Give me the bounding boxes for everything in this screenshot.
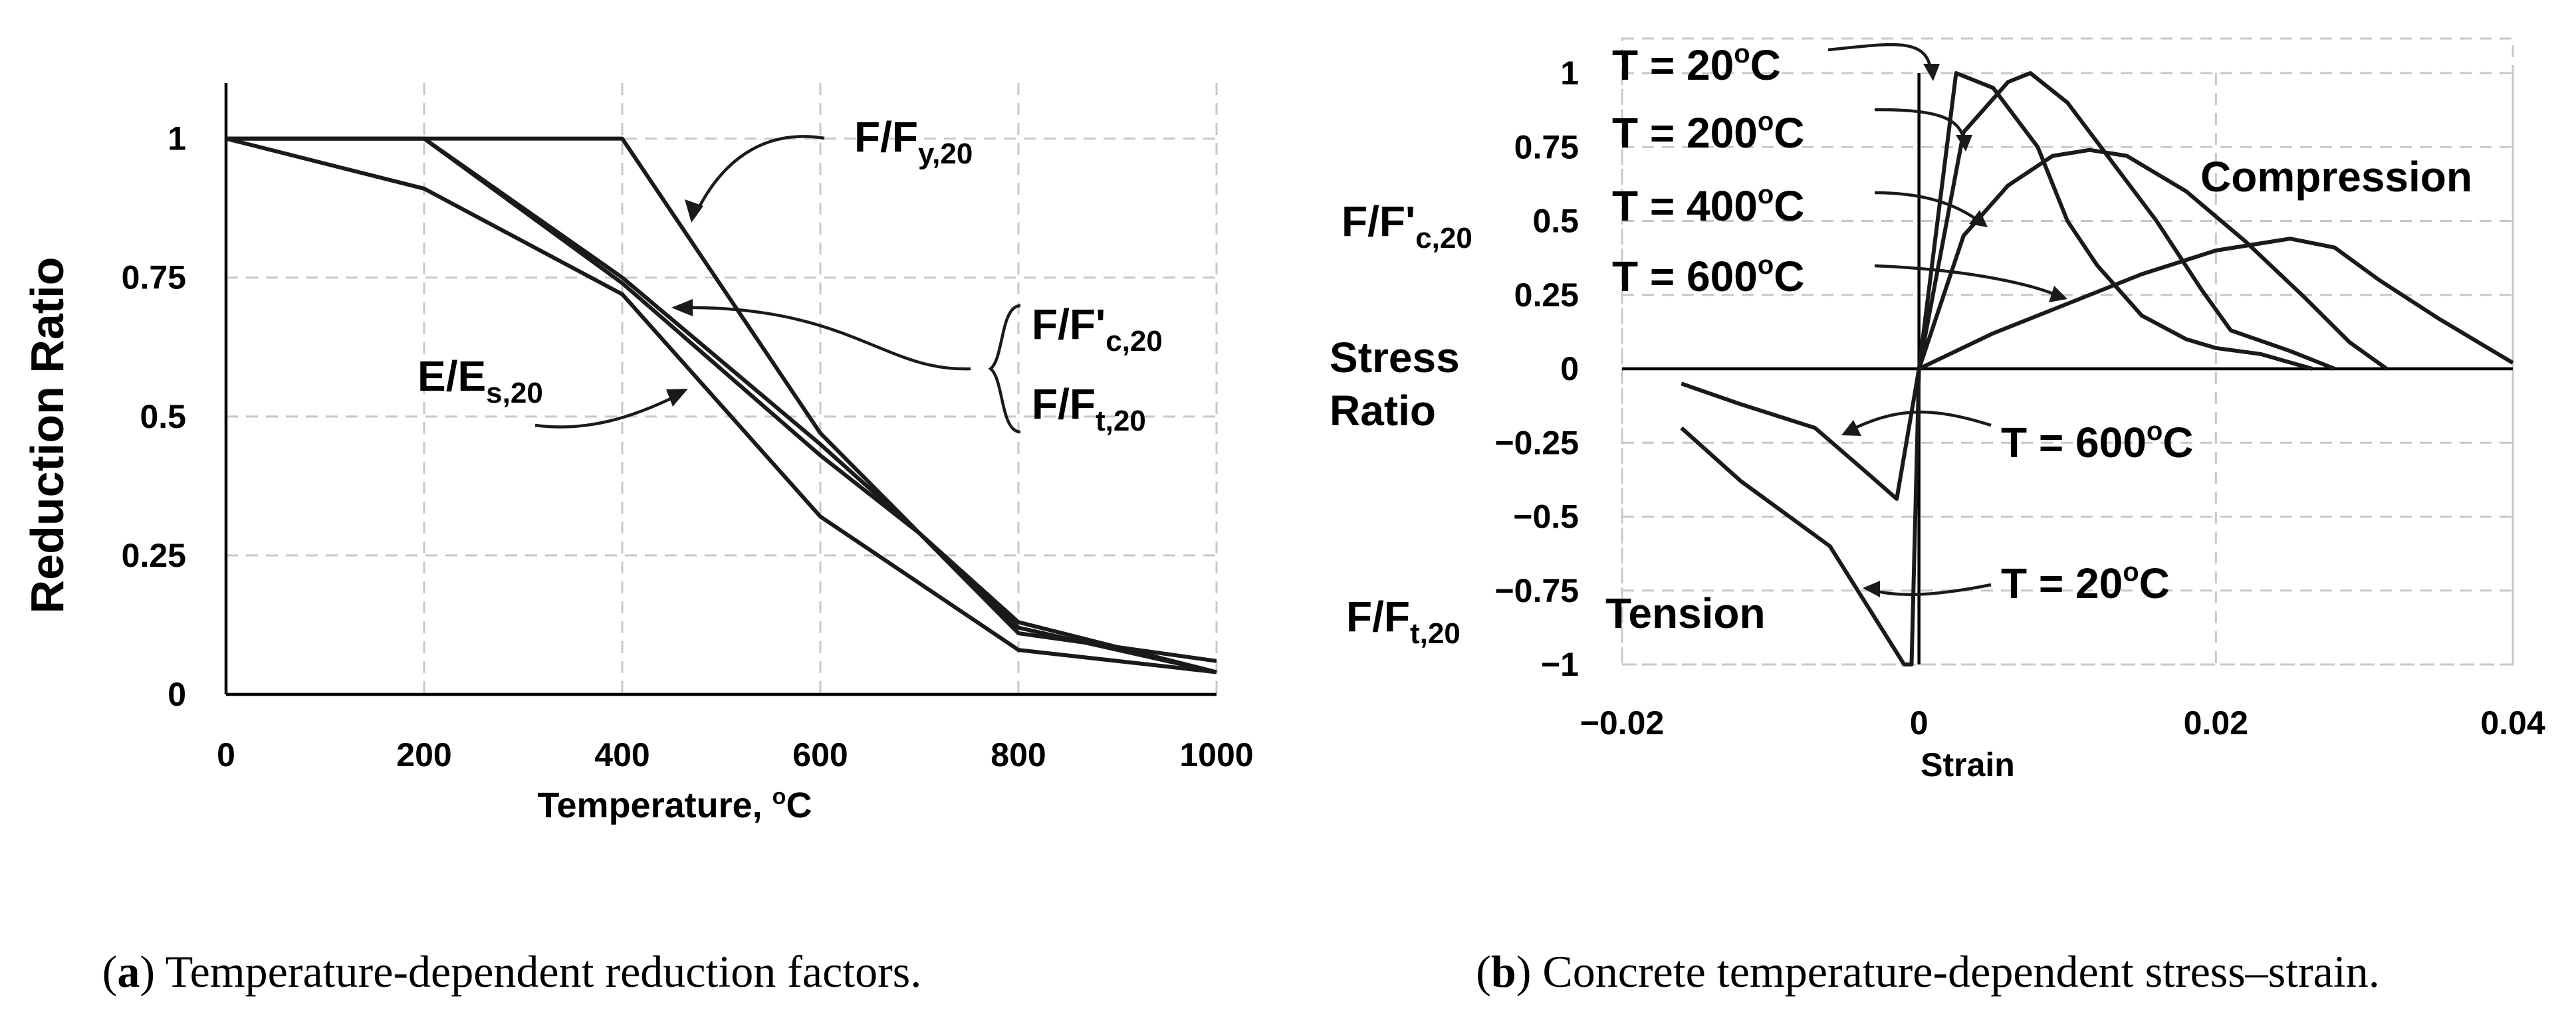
series-line-t-20-c [1917,71,2313,371]
arrowhead-f-fc20 [671,299,693,316]
chart-b-ylabel-ft: F/Ft,20 [1346,593,1461,650]
chart-b-frame [1621,37,2514,666]
arrow-f-fc20 [681,306,971,371]
arrow-t600-tension [1849,410,1992,433]
label-tension: Tension [1605,589,1766,637]
chart-b-series [1680,71,2514,666]
arrow-t600 [1874,264,2060,298]
x-tick-label: 800 [991,736,1046,773]
chart-a-axes [224,83,1217,696]
chart-b-tick-labels: −0.02 0 0.02 0.04 1 0.75 0.5 0.25 0 −0.25 −0.5 −0.7… [1494,54,2545,742]
label-f-fc20: F/F'c,20 [1032,300,1163,357]
y-tick-label: 0 [168,676,186,713]
chart-b-xlabel: Strain [1921,746,2015,783]
chart-b-gridlines [1621,37,2514,666]
label-t400: T = 400oC [1612,180,1804,230]
label-t20-tension: T = 20oC [2001,557,2170,607]
arrow-t20-tension [1871,583,1992,596]
arrowhead-f-fy20 [685,199,703,223]
label-f-ft20: F/Ft,20 [1032,380,1146,437]
arrowhead-t20-tension [1863,581,1880,597]
chart-b-ylabel-fc: F/F'c,20 [1342,197,1472,254]
arrow-t20 [1827,43,1933,74]
y-tick-label: −1 [1541,646,1579,683]
arrowhead-t20 [1923,64,1940,81]
x-tick-label: 0.04 [2480,704,2545,742]
x-tick-label: 0 [217,736,235,773]
x-tick-label: 0.02 [2184,704,2248,742]
arrow-e-es20 [534,391,683,429]
x-tick-label: 0 [1910,704,1929,742]
chart-a-xlabel: Temperature, oC [538,784,812,825]
y-tick-label: 0.75 [1514,128,1579,165]
y-tick-label: 0 [1560,350,1579,387]
series-line-t-600-c [1918,237,2514,371]
x-tick-label: 1000 [1179,736,1253,773]
series-line-f-ft-20 [226,136,1217,674]
chart-panel-a: 0 200 400 600 800 1000 0 0.25 0.5 0.75 1 Temperatu… [21,83,1254,825]
chart-a-series [225,136,1217,674]
y-tick-label: −0.25 [1494,424,1579,461]
label-t600: T = 600oC [1612,251,1804,300]
brace-f-fc-ft [988,304,1021,434]
y-tick-label: 0.5 [1532,203,1579,240]
label-f-fy20: F/Fy,20 [854,113,973,170]
series-line-e-es-20 [225,136,1217,674]
y-tick-label: 0.75 [122,259,186,296]
arrow-f-fy20 [693,135,825,217]
x-tick-label: 600 [792,736,848,773]
chart-a-ylabel: Reduction Ratio [21,257,73,614]
y-tick-label: −0.75 [1494,572,1579,609]
chart-panel-b: −0.02 0 0.02 0.04 1 0.75 0.5 0.25 0 −0.25 −0.5 −0.7… [1330,37,2545,783]
series-line-t-400-c [1917,148,2388,371]
y-tick-label: 0.25 [1514,276,1579,314]
x-tick-label: −0.02 [1580,704,1665,742]
arrow-t200 [1874,108,1966,144]
series-line-t-20-c-tension [1680,368,1921,666]
label-t20: T = 20oC [1612,39,1781,89]
y-tick-label: 1 [168,120,186,157]
label-t200: T = 200oC [1612,107,1804,157]
arrow-t400 [1874,191,1982,224]
chart-a-tick-labels: 0 200 400 600 800 1000 0 0.25 0.5 0.75 1 [122,120,1254,773]
arrowhead-t600-tension [1841,420,1861,436]
caption-b: (b) Concrete temperature-dependent stres… [1476,946,2380,997]
caption-a: (a) Temperature-dependent reduction fact… [102,946,922,997]
arrowhead-t600 [2049,286,2067,302]
y-tick-label: −0.5 [1513,498,1579,536]
series-line-t-200-c [1917,71,2336,371]
label-t600-tension: T = 600oC [2001,417,2193,466]
series-line-t-600-c-tension [1681,368,1921,501]
label-e-es20: E/Es,20 [417,352,543,409]
arrowhead-t400 [1969,210,1988,227]
chart-a-gridlines [226,83,1218,694]
chart-b-ylabel-stress: Stress [1330,334,1460,381]
y-tick-label: 0.5 [140,398,186,435]
label-compression: Compression [2200,153,2472,201]
arrowhead-t200 [1956,135,1972,152]
y-tick-label: 0.25 [122,537,186,574]
x-tick-label: 400 [594,736,649,773]
y-tick-label: 1 [1560,54,1579,92]
arrowhead-e-es20 [666,389,688,407]
chart-b-ylabel-ratio: Ratio [1330,387,1436,435]
x-tick-label: 200 [396,736,451,773]
